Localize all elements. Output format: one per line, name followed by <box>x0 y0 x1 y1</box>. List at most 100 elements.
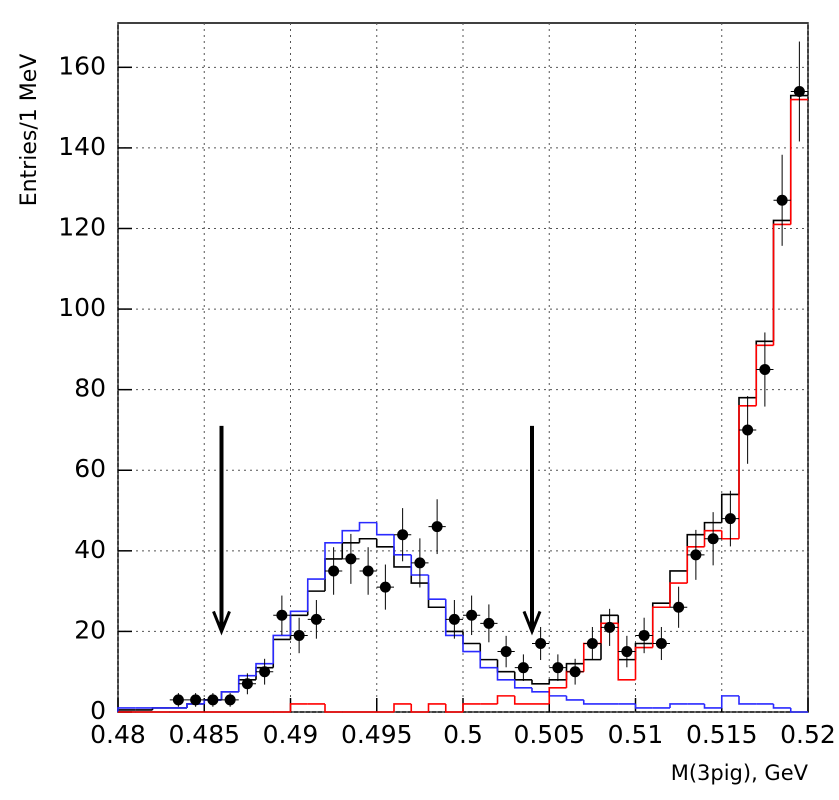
histogram-step <box>772 223 791 346</box>
histogram-step <box>410 554 429 576</box>
data-point <box>345 553 357 565</box>
arrow-head <box>212 610 231 636</box>
histogram-step <box>289 610 308 636</box>
data-point <box>500 646 512 658</box>
histogram-step <box>789 98 808 225</box>
y-tick-label: 80 <box>74 374 106 403</box>
histogram-step <box>600 614 619 660</box>
histogram-step <box>393 703 412 712</box>
y-tick-label: 40 <box>74 535 106 564</box>
x-tick-label: 0.49 <box>263 720 319 749</box>
x-tick-label: 0.505 <box>513 720 585 749</box>
histogram-step <box>496 667 515 681</box>
data-point <box>259 666 271 678</box>
histogram-step <box>755 344 774 406</box>
histogram-step <box>531 687 550 693</box>
y-tick-label: 120 <box>58 212 106 241</box>
y-tick-label: 0 <box>90 696 106 725</box>
histogram-step <box>703 529 722 547</box>
histogram-step <box>375 522 394 536</box>
data-point <box>207 694 219 706</box>
data-point <box>759 364 771 376</box>
histogram-step <box>324 541 343 580</box>
histogram-step <box>720 493 739 523</box>
histogram-step <box>306 578 325 612</box>
data-point <box>690 549 702 561</box>
data-point <box>586 638 598 650</box>
data-point <box>724 513 736 525</box>
histogram-step <box>341 529 360 543</box>
histogram-step <box>738 404 757 539</box>
data-point <box>379 581 391 593</box>
histogram-step <box>582 658 601 664</box>
histogram-step <box>617 623 636 681</box>
data-point <box>397 529 409 541</box>
data-point <box>483 617 495 629</box>
histogram-step <box>772 703 791 709</box>
x-tick-label: 0.515 <box>686 720 758 749</box>
histogram-step <box>789 707 808 713</box>
histogram-step <box>634 703 653 709</box>
data-point <box>742 424 754 436</box>
data-point <box>293 629 305 641</box>
histogram-step <box>358 521 377 531</box>
histogram-step <box>220 691 239 700</box>
histogram-step <box>582 699 601 705</box>
histogram-step <box>237 674 256 692</box>
histogram-step <box>634 646 653 680</box>
histogram-step <box>686 546 705 584</box>
histogram-step <box>358 537 377 543</box>
histogram-step <box>513 695 532 705</box>
x-tick-label: 0.495 <box>341 720 413 749</box>
data-point <box>310 613 322 625</box>
y-tick-label: 160 <box>58 51 106 80</box>
histogram-step <box>703 703 722 709</box>
histogram-step <box>427 703 446 712</box>
histogram-step <box>548 691 567 697</box>
histogram-step <box>720 695 739 708</box>
data-point <box>466 609 478 621</box>
histogram-step <box>479 643 498 661</box>
histogram-step <box>117 707 136 712</box>
histogram-step <box>738 695 757 705</box>
histogram-step <box>565 695 584 701</box>
histogram-step <box>513 679 532 689</box>
histogram-step <box>375 538 394 548</box>
data-point <box>621 646 633 658</box>
histogram-step <box>531 679 550 685</box>
data-point <box>638 629 650 641</box>
data-point <box>655 638 667 650</box>
histogram-step <box>444 599 463 637</box>
data-point <box>707 533 719 545</box>
data-point <box>172 694 184 706</box>
data-point <box>276 609 288 621</box>
y-tick-label: 140 <box>58 132 106 161</box>
histogram-step <box>651 606 670 648</box>
x-tick-label: 0.51 <box>608 720 664 749</box>
x-axis-label: M(3pig), GeV <box>671 761 809 785</box>
x-tick-label: 0.5 <box>443 720 483 749</box>
histogram-step <box>548 678 567 684</box>
data-point <box>431 521 443 533</box>
y-tick-label: 20 <box>74 615 106 644</box>
histogram-step <box>479 651 498 669</box>
x-tick-label: 0.48 <box>90 720 146 749</box>
data-point <box>224 694 236 706</box>
data-point <box>535 638 547 650</box>
y-tick-label: 60 <box>74 454 106 483</box>
arrow-head <box>522 610 542 636</box>
x-tick-label: 0.52 <box>780 720 836 749</box>
data-point <box>776 194 788 206</box>
histogram-step <box>496 695 515 704</box>
histogram-step <box>324 703 343 713</box>
data-point <box>569 666 581 678</box>
data-point <box>328 565 340 577</box>
y-axis-label: Entries/1 MeV <box>17 54 42 207</box>
data-point <box>362 565 374 577</box>
data-point <box>552 662 564 674</box>
data-point <box>414 557 426 569</box>
data-point <box>241 678 253 690</box>
x-tick-label: 0.485 <box>168 720 240 749</box>
histogram-step <box>272 638 291 668</box>
